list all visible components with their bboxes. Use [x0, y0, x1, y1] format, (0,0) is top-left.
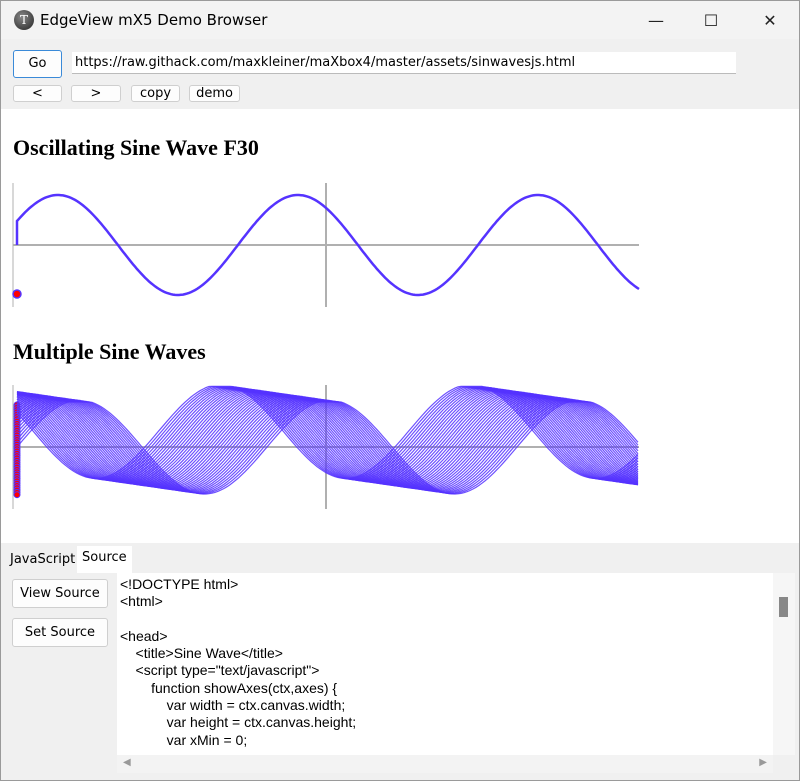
scroll-left-icon[interactable]: ◀	[123, 757, 131, 768]
sine-wave-line	[16, 387, 639, 482]
sine-wave-canvas	[12, 183, 640, 307]
scroll-right-icon[interactable]: ▶	[759, 757, 767, 768]
title-bar: T EdgeView mX5 Demo Browser — ☐ ✕	[1, 1, 799, 39]
app-logo-icon: T	[14, 10, 34, 30]
source-line: function showAxes(ctx,axes) {	[120, 679, 338, 696]
tab-bar: JavaScript Source	[1, 543, 799, 573]
scrollbar-thumb[interactable]	[779, 597, 788, 617]
source-editor[interactable]: <!DOCTYPE html> <html> <head> <title>Sine…	[117, 573, 773, 755]
oscillating-dot	[12, 289, 22, 299]
toolbar: Go < > copy demo	[1, 39, 799, 109]
window-title: EdgeView mX5 Demo Browser	[40, 11, 268, 29]
sine-wave-line	[16, 388, 639, 482]
horizontal-scrollbar[interactable]: ◀ ▶	[117, 755, 773, 773]
web-view: Oscillating Sine Wave F30 Multiple Sine …	[1, 109, 799, 543]
demo-button[interactable]: demo	[189, 85, 240, 102]
sine-wave-line	[16, 386, 639, 480]
set-source-button[interactable]: Set Source	[12, 618, 108, 647]
sine-wave-line	[16, 387, 639, 481]
copy-button[interactable]: copy	[131, 85, 180, 102]
sine-wave-line	[16, 389, 639, 483]
sine-wave-line	[16, 387, 639, 481]
maximize-button[interactable]: ☐	[703, 10, 719, 30]
sine-wave-line	[16, 388, 639, 482]
source-line: <script type="text/javascript">	[120, 662, 320, 679]
source-line	[120, 611, 770, 628]
back-button[interactable]: <	[13, 85, 62, 102]
source-line: var height = ctx.canvas.height;	[120, 714, 357, 731]
source-line: <head>	[120, 627, 168, 644]
tab-source[interactable]: Source	[77, 546, 132, 573]
source-line: var xMin = 0;	[120, 731, 248, 748]
source-line: <html>	[120, 593, 163, 610]
sine-wave-line	[15, 193, 640, 297]
go-button[interactable]: Go	[13, 50, 62, 78]
tab-javascript[interactable]: JavaScript	[10, 552, 76, 567]
minimize-button[interactable]: —	[648, 10, 664, 30]
view-source-button[interactable]: View Source	[12, 579, 108, 608]
vertical-scrollbar[interactable]	[773, 573, 795, 755]
source-line: <!DOCTYPE html>	[120, 576, 239, 592]
sine-wave-line	[16, 386, 639, 480]
source-line: <title>Sine Wave</title>	[120, 645, 283, 662]
heading-multiple-sine-waves: Multiple Sine Waves	[13, 339, 206, 364]
heading-oscillating-sine-wave: Oscillating Sine Wave F30	[13, 135, 259, 160]
oscillating-dot	[13, 491, 21, 499]
close-button[interactable]: ✕	[763, 10, 777, 30]
sine-wave-line	[16, 385, 639, 480]
multiple-sine-waves-canvas	[12, 385, 639, 509]
url-input[interactable]	[72, 52, 736, 74]
source-line: var width = ctx.canvas.width;	[120, 697, 346, 714]
forward-button[interactable]: >	[71, 85, 121, 102]
